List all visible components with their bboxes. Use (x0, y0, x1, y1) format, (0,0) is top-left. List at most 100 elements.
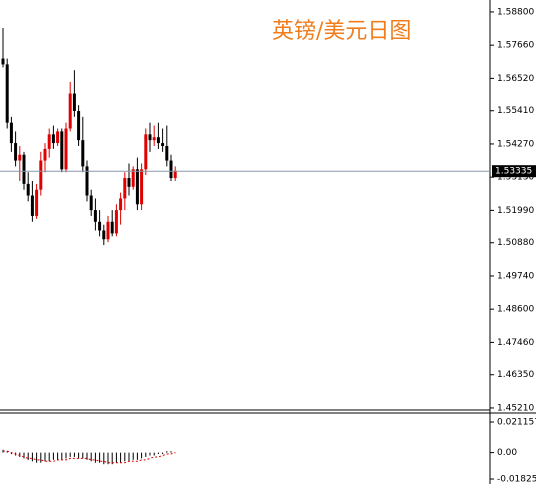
histogram-bar (90, 452, 92, 462)
y-tick-label: 1.46350 (497, 370, 534, 380)
candle-body (127, 178, 131, 187)
histogram-bar (170, 451, 172, 453)
histogram-bar (86, 452, 88, 460)
candle-body (26, 183, 30, 196)
histogram-bar (103, 452, 105, 465)
candle-body (1, 58, 5, 65)
histogram-bar (10, 452, 12, 455)
candle-body (110, 221, 114, 234)
histogram-bar (65, 452, 67, 459)
candle-body (89, 195, 93, 211)
candle-body (51, 134, 55, 144)
signal-line (3, 450, 176, 464)
candle-body (60, 131, 64, 170)
candle-body (144, 134, 148, 170)
y-tick-label: 0.021157 (497, 418, 536, 428)
y-tick-label: 0.00 (497, 448, 517, 458)
candle-body (135, 169, 139, 205)
candle-body (152, 137, 156, 141)
candle-body (161, 143, 165, 146)
price-label: 1.53335 (495, 167, 532, 177)
histogram-bar (111, 452, 113, 465)
candle-body (165, 145, 169, 161)
histogram-bar (120, 452, 122, 463)
histogram-bar (145, 452, 147, 457)
candle-body (148, 134, 152, 141)
candle-body (14, 143, 18, 161)
y-tick-label: 1.56520 (497, 74, 534, 84)
chart-title: 英镑/美元日图 (272, 19, 411, 44)
histogram-bar (69, 452, 71, 457)
histogram-bar (19, 452, 21, 457)
histogram-bar (99, 452, 101, 463)
histogram-bar (94, 452, 96, 463)
candle-body (173, 170, 177, 179)
histogram-bar (23, 452, 25, 459)
candle-body (47, 134, 51, 149)
candle-body (156, 137, 160, 144)
y-tick-label: 1.51990 (497, 206, 534, 216)
candle-body (98, 221, 102, 231)
candle-body (68, 93, 72, 129)
y-tick-label: 1.55410 (497, 106, 534, 116)
histogram-bar (27, 452, 29, 460)
candle-body (35, 189, 39, 216)
histogram-bar (166, 451, 168, 453)
candle-body (18, 154, 22, 161)
y-tick-label: 1.49740 (497, 271, 534, 281)
histogram-bar (115, 452, 117, 463)
y-tick-label: 1.53130 (497, 173, 534, 183)
histogram-bar (78, 452, 80, 459)
y-tick-label: 1.58800 (497, 7, 534, 17)
candle-body (64, 128, 68, 170)
y-tick-label: 1.45210 (497, 403, 534, 413)
candle-body (9, 122, 13, 144)
candle-body (114, 210, 118, 234)
candle-body (119, 198, 123, 211)
candle-body (85, 166, 89, 196)
candle-body (22, 154, 26, 184)
candle-body (43, 148, 47, 161)
y-tick-label: 1.50880 (497, 238, 534, 248)
histogram-bar (149, 452, 151, 456)
histogram-bar (157, 452, 159, 455)
candle-body (131, 169, 135, 187)
histogram-bar (162, 452, 164, 455)
candle-body (39, 160, 43, 190)
histogram-bar (128, 452, 130, 462)
histogram-bar (40, 452, 42, 463)
candle-body (72, 93, 76, 112)
histogram-bar (44, 452, 46, 462)
histogram-bar (57, 452, 59, 460)
candle-body (169, 160, 173, 179)
candle-body (106, 221, 110, 240)
candle-body (81, 140, 85, 167)
histogram-bar (82, 452, 84, 459)
histogram-bar (73, 452, 75, 457)
candle-body (56, 131, 60, 144)
candle-body (102, 230, 106, 240)
histogram-bar (132, 452, 134, 460)
price-label-box (492, 165, 536, 178)
histogram-bar (31, 452, 33, 462)
y-tick-label: 1.57660 (497, 41, 534, 51)
histogram-bar (48, 452, 50, 462)
y-tick-label: -0.018257 (497, 475, 536, 484)
histogram-bar (136, 452, 138, 460)
histogram-bar (141, 452, 143, 459)
y-tick-label: 1.48600 (497, 305, 534, 315)
candle-body (77, 111, 81, 141)
y-tick-label: 1.54270 (497, 139, 534, 149)
candle-body (93, 210, 97, 222)
y-tick-label: 1.47460 (497, 338, 534, 348)
histogram-bar (6, 451, 8, 453)
histogram-bar (124, 452, 126, 462)
candle-body (123, 178, 127, 199)
candle-body (30, 195, 34, 216)
histogram-bar (52, 452, 54, 460)
histogram-bar (36, 452, 38, 463)
histogram-bar (61, 452, 63, 460)
candle-body (5, 64, 9, 123)
